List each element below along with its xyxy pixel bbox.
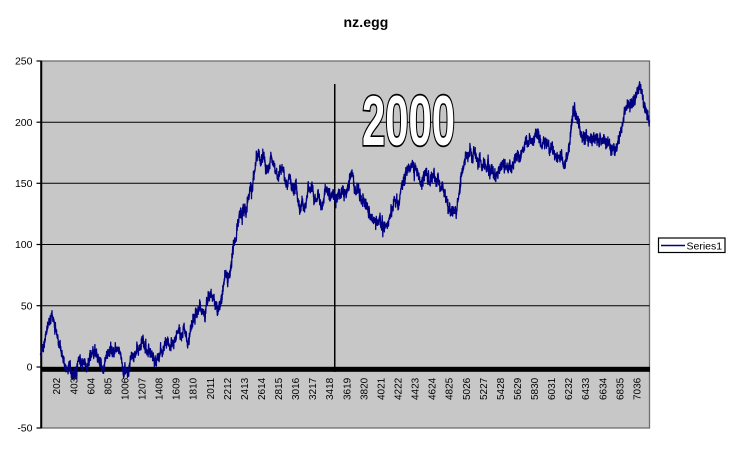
svg-text:805: 805 <box>103 377 114 394</box>
svg-text:3016: 3016 <box>291 377 302 400</box>
svg-text:3217: 3217 <box>308 377 319 400</box>
svg-text:7036: 7036 <box>632 377 643 400</box>
svg-text:2413: 2413 <box>240 377 251 400</box>
svg-text:2011: 2011 <box>206 377 217 399</box>
svg-text:4021: 4021 <box>376 377 387 400</box>
svg-text:50: 50 <box>21 300 33 312</box>
svg-text:5428: 5428 <box>496 377 507 400</box>
svg-text:4222: 4222 <box>394 377 405 400</box>
svg-text:2614: 2614 <box>257 377 268 400</box>
svg-text:100: 100 <box>15 239 33 251</box>
svg-text:250: 250 <box>15 56 33 68</box>
svg-text:4624: 4624 <box>428 377 439 400</box>
svg-text:200: 200 <box>15 117 33 129</box>
svg-text:6835: 6835 <box>615 377 626 400</box>
svg-text:6433: 6433 <box>581 377 592 400</box>
svg-text:3820: 3820 <box>359 377 370 400</box>
svg-text:1408: 1408 <box>155 377 166 400</box>
svg-text:nz.egg: nz.egg <box>344 14 389 30</box>
svg-text:5026: 5026 <box>462 377 473 400</box>
svg-text:4423: 4423 <box>411 377 422 400</box>
svg-text:1207: 1207 <box>138 377 149 400</box>
svg-text:3418: 3418 <box>325 377 336 400</box>
svg-text:6634: 6634 <box>598 377 609 400</box>
svg-text:5227: 5227 <box>479 377 490 400</box>
svg-text:202: 202 <box>52 377 63 394</box>
svg-text:6031: 6031 <box>547 377 558 400</box>
svg-text:2000: 2000 <box>362 81 455 160</box>
svg-text:6232: 6232 <box>564 377 575 400</box>
svg-text:1006: 1006 <box>121 377 132 400</box>
svg-text:4825: 4825 <box>445 377 456 400</box>
svg-text:403: 403 <box>69 377 80 394</box>
svg-text:2212: 2212 <box>223 377 234 400</box>
svg-text:1810: 1810 <box>189 377 200 400</box>
svg-text:5629: 5629 <box>513 377 524 400</box>
svg-text:2815: 2815 <box>274 377 285 400</box>
svg-text:1609: 1609 <box>172 377 183 400</box>
svg-text:Series1: Series1 <box>687 240 723 252</box>
svg-text:150: 150 <box>15 178 33 190</box>
svg-text:-50: -50 <box>17 423 32 435</box>
svg-text:3619: 3619 <box>342 377 353 400</box>
svg-text:5830: 5830 <box>530 377 541 400</box>
svg-text:0: 0 <box>27 362 33 374</box>
svg-text:604: 604 <box>86 377 97 394</box>
